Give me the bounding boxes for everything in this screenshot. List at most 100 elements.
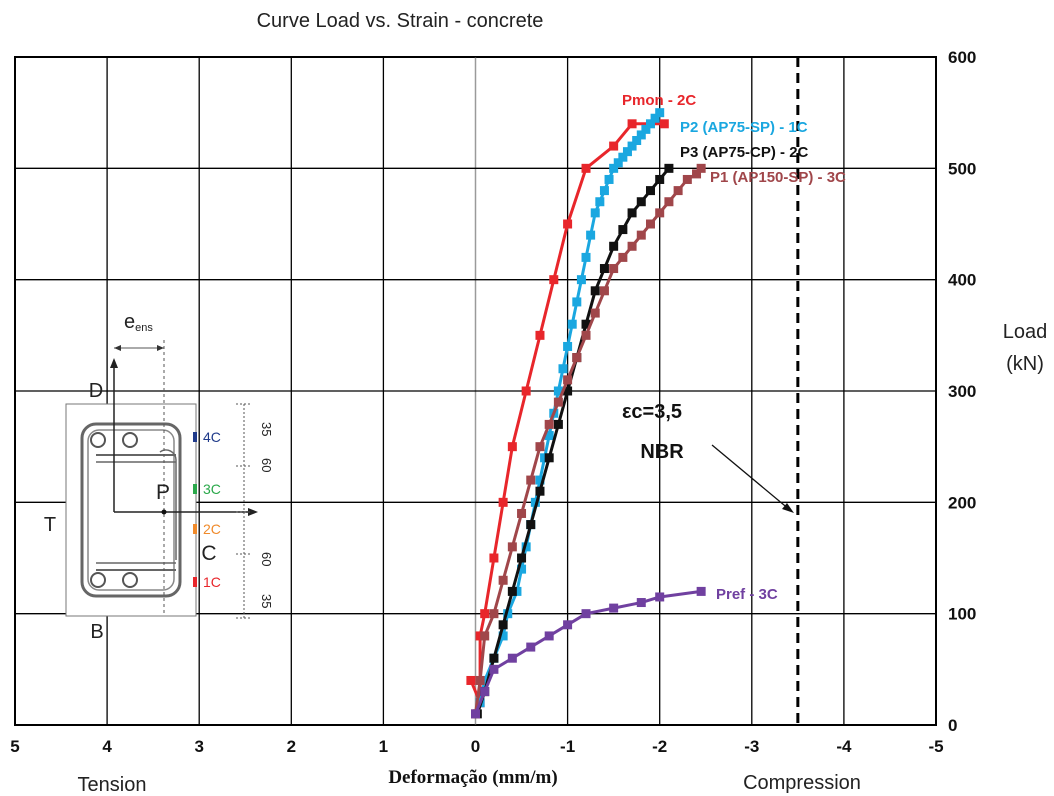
series-0-point — [475, 631, 485, 641]
series-3-point — [572, 353, 582, 363]
series-2-point — [590, 286, 600, 296]
y-axis-label-line2: (kN) — [1006, 353, 1044, 375]
series-2-point — [618, 225, 628, 235]
chart-title: Curve Load vs. Strain - concrete — [257, 10, 544, 32]
label-c: C — [201, 542, 216, 565]
series-4-point — [526, 642, 536, 652]
cross-section-diagram: eens D B T C P 4C 3C 2C 1C 35 60 60 35 — [44, 311, 274, 643]
series-1-point — [567, 319, 577, 329]
series-3-point — [535, 442, 545, 452]
series-1-point — [576, 275, 586, 285]
dim-bot-2: 35 — [259, 594, 274, 608]
gauge-4c-mark — [193, 432, 197, 442]
rebar-top-left — [90, 432, 106, 448]
x-tick-label: 5 — [10, 737, 19, 756]
gauge-3c: 3C — [193, 481, 221, 497]
series-0-point — [480, 609, 490, 619]
stirrup-outer — [80, 422, 182, 598]
series-3-point — [696, 163, 706, 173]
series-0-point — [549, 275, 559, 285]
series-2-point — [609, 241, 619, 251]
series-1-point — [622, 147, 632, 157]
series-3-point — [618, 252, 628, 262]
series-1-point — [645, 119, 655, 129]
series-1-point — [581, 252, 591, 262]
dim-top-1: 35 — [259, 422, 274, 436]
series-3-point — [498, 575, 508, 585]
series-2-point — [553, 419, 563, 429]
gauge-2c-label: 2C — [203, 521, 221, 537]
series-2-point — [655, 174, 665, 184]
rebar-top-right — [122, 432, 138, 448]
y-axis-label-line1: Load — [1003, 321, 1048, 343]
series-1-point — [641, 124, 651, 134]
series-1-point — [544, 431, 554, 441]
x-tick-label: -5 — [928, 737, 943, 756]
series-2-point — [498, 620, 508, 630]
series-1-point — [609, 163, 619, 173]
gauge-1c-mark — [193, 577, 197, 587]
series-3-point — [599, 286, 609, 296]
series-1-point — [563, 341, 573, 351]
gauge-3c-label: 3C — [203, 481, 221, 497]
series-label-3: P1 (AP150-SP) - 3C — [710, 169, 846, 186]
gauge-2c-mark — [193, 524, 197, 534]
y-tick-label: 500 — [948, 159, 976, 178]
series-0-point — [489, 553, 499, 563]
series-0-point — [507, 442, 517, 452]
y-tick-label: 600 — [948, 48, 976, 67]
series-1-point — [627, 141, 637, 151]
series-3-point — [682, 174, 692, 184]
compression-label: Compression — [743, 772, 861, 794]
series-4-point — [507, 653, 517, 663]
series-3-point — [507, 542, 517, 552]
series-2-point — [535, 486, 545, 496]
x-tick-label: 0 — [471, 737, 480, 756]
series-3-point — [664, 197, 674, 207]
y-tick-label: 200 — [948, 493, 976, 512]
dim-bot-1: 60 — [259, 552, 274, 566]
series-0-point — [521, 386, 531, 396]
series-1-point — [599, 186, 609, 196]
series-4-point — [544, 631, 554, 641]
series-3-point — [489, 609, 499, 619]
series-3-point — [581, 330, 591, 340]
series-1-point — [632, 136, 642, 145]
nbr-limit-pointer-head — [782, 503, 794, 513]
series-0-point — [627, 119, 637, 129]
series-1-point — [572, 297, 582, 307]
label-p: P — [156, 481, 170, 504]
x-tick-label: 4 — [102, 737, 112, 756]
series-3-point — [692, 169, 702, 179]
series-1-point — [586, 230, 596, 240]
label-d: D — [89, 380, 103, 402]
tension-label: Tension — [78, 774, 147, 796]
x-tick-label: 2 — [287, 737, 296, 756]
transverse-bars — [96, 454, 176, 571]
nbr-limit-label-1: εc=3,5 — [622, 401, 682, 423]
series-2-point — [526, 520, 536, 530]
series-3-point — [655, 208, 665, 218]
series-1-point — [558, 364, 568, 374]
series-label-1: P2 (AP75-SP) - 1C — [680, 119, 808, 136]
x-tick-label: 3 — [194, 737, 203, 756]
series-label-4: Pref - 3C — [716, 586, 778, 603]
rebar-bottom-left — [90, 572, 106, 588]
series-3-point — [645, 219, 655, 229]
series-3-point — [563, 375, 573, 385]
series-1-point — [553, 386, 563, 396]
series-4-point — [471, 709, 480, 719]
series-2-point — [544, 453, 554, 463]
series-1-point — [636, 130, 646, 140]
x-tick-label: -1 — [560, 737, 575, 756]
series-4-point — [696, 586, 706, 596]
y-tick-labels: 0 100 200 300 400 500 600 — [948, 48, 976, 735]
x-tick-label: -4 — [836, 737, 852, 756]
series-1-point — [498, 631, 508, 641]
c-axis-arrow — [248, 508, 258, 516]
series-0-point — [498, 497, 508, 507]
series-labels: Pmon - 2C P2 (AP75-SP) - 1C P3 (AP75-CP) -… — [622, 92, 846, 603]
gauge-1c: 1C — [193, 574, 221, 590]
d-axis-arrow — [110, 358, 118, 368]
